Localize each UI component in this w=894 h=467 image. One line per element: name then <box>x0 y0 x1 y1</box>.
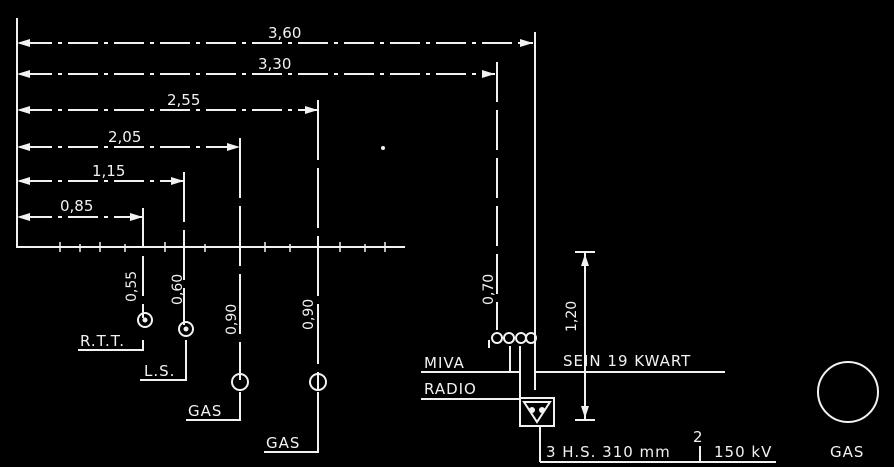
gas-label-1: GAS <box>188 402 222 420</box>
dim-label-3-60: 3,60 <box>268 24 301 42</box>
miva-label: MIVA <box>424 354 465 372</box>
radio-label: RADIO <box>424 380 477 398</box>
dim-label-1-15: 1,15 <box>92 162 125 180</box>
hs-cable-box-icon <box>519 397 555 427</box>
dim-label-2-05: 2,05 <box>108 128 141 146</box>
vdim-label-0-90-a: 0,90 <box>224 304 240 335</box>
dim-label-0-85: 0,85 <box>60 197 93 215</box>
dim-label-2-55: 2,55 <box>167 91 200 109</box>
rtt-bracket <box>78 340 144 351</box>
gas-main-label: GAS <box>830 443 864 461</box>
rtt-cable-icon <box>137 312 153 328</box>
gas2-bracket <box>264 392 319 453</box>
ls-label: L.S. <box>144 362 175 380</box>
ls-cable-icon <box>178 321 194 337</box>
hs-cable-exponent: 2 <box>693 428 703 446</box>
hs-voltage-label: 150 kV <box>714 443 772 461</box>
vdim-label-0-90-b: 0,90 <box>301 299 317 330</box>
sein-label: SEIN 19 KWART <box>563 352 691 370</box>
vdim-label-0-70: 0,70 <box>481 274 497 305</box>
dim-label-3-30: 3,30 <box>258 55 291 73</box>
hs-cable-label: 3 H.S. 310 mm <box>546 443 671 461</box>
baseline-ticks <box>59 242 386 252</box>
stray-dot <box>381 146 385 150</box>
gas-label-2: GAS <box>266 434 300 452</box>
miva-cable-bundle-icon <box>488 332 537 348</box>
ls-bracket <box>140 340 187 381</box>
gas1-bracket <box>186 392 241 421</box>
dimension-arrowheads <box>17 39 589 418</box>
gas-pipe-icon-1 <box>231 373 249 391</box>
vdim-label-0-60: 0,60 <box>170 274 186 305</box>
vdim-label-1-20: 1,20 <box>564 301 580 332</box>
vdim-label-0-55: 0,55 <box>124 271 140 302</box>
gas-main-icon <box>817 361 879 423</box>
rtt-label: R.T.T. <box>80 332 125 350</box>
